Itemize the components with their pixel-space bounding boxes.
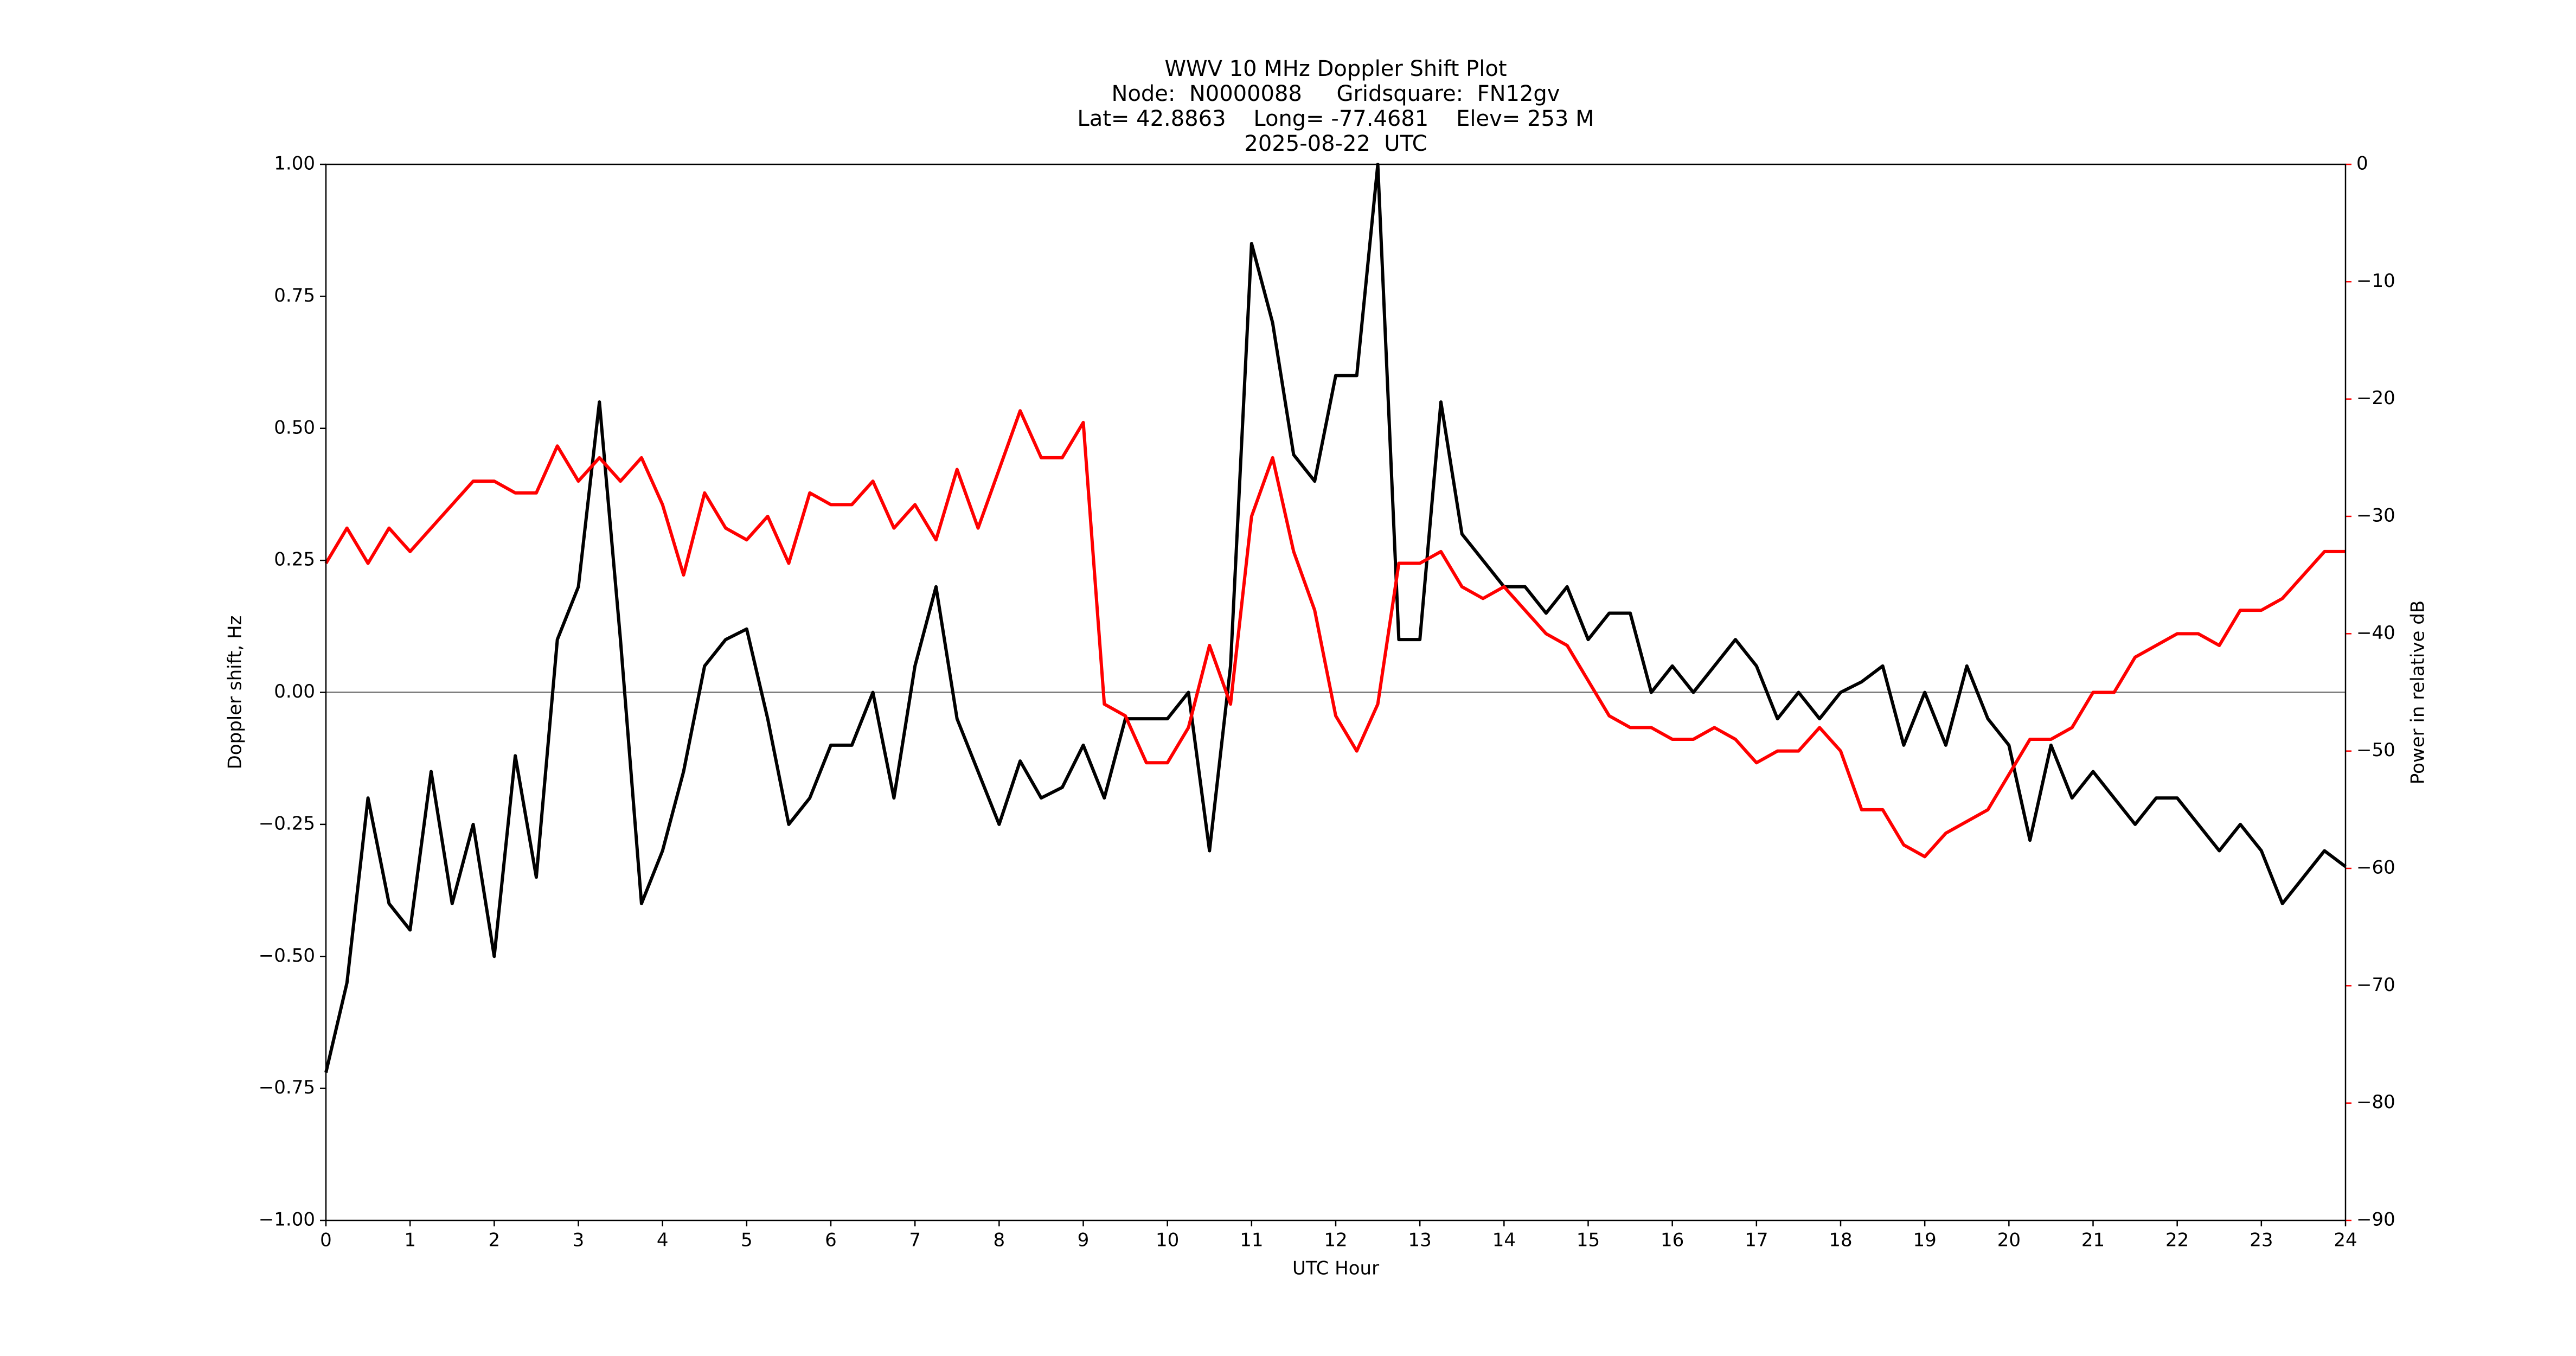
- chart-title: Lat= 42.8863 Long= -77.4681 Elev= 253 M: [1077, 106, 1594, 131]
- y2-axis-label: Power in relative dB: [2407, 600, 2429, 784]
- x-tick-label: 2: [489, 1230, 501, 1251]
- x-tick-label: 4: [657, 1230, 669, 1251]
- y-tick-label: 0.25: [274, 549, 315, 571]
- x-tick-label: 21: [2081, 1230, 2105, 1251]
- y-axis-label: Doppler shift, Hz: [225, 616, 246, 770]
- x-tick-label: 16: [1661, 1230, 1684, 1251]
- x-tick-label: 15: [1577, 1230, 1600, 1251]
- x-tick-label: 20: [1997, 1230, 2021, 1251]
- plot-frame: [325, 163, 2347, 1221]
- y-tick-label: 0.75: [274, 285, 315, 306]
- x-tick-label: 11: [1240, 1230, 1263, 1251]
- x-tick-label: 1: [404, 1230, 416, 1251]
- y-tick-label: −1.00: [259, 1209, 315, 1231]
- x-tick-label: 18: [1829, 1230, 1852, 1251]
- x-tick-label: 14: [1492, 1230, 1516, 1251]
- y2-tick-label: −50: [2356, 739, 2395, 761]
- x-tick-label: 9: [1078, 1230, 1090, 1251]
- y2-tick-label: −80: [2356, 1091, 2395, 1113]
- x-tick-label: 0: [320, 1230, 332, 1251]
- chart-title: Node: N0000088 Gridsquare: FN12gv: [1112, 81, 1560, 106]
- x-tick-label: 7: [909, 1230, 921, 1251]
- x-tick-label: 19: [1913, 1230, 1937, 1251]
- chart-title: WWV 10 MHz Doppler Shift Plot: [1164, 56, 1507, 81]
- x-tick-label: 8: [994, 1230, 1005, 1251]
- x-tick-label: 6: [825, 1230, 837, 1251]
- x-axis-label: UTC Hour: [1292, 1258, 1379, 1280]
- x-tick-label: 5: [741, 1230, 753, 1251]
- x-tick-label: 10: [1156, 1230, 1179, 1251]
- y2-tick-label: 0: [2356, 153, 2368, 175]
- x-tick-label: 24: [2334, 1230, 2357, 1251]
- x-tick-label: 23: [2250, 1230, 2273, 1251]
- x-tick-label: 22: [2165, 1230, 2189, 1251]
- series-line: [324, 163, 2347, 1073]
- x-tick-label: 17: [1745, 1230, 1768, 1251]
- x-tick-label: 12: [1324, 1230, 1347, 1251]
- y2-tick-label: −30: [2356, 505, 2395, 527]
- y-tick-label: −0.75: [259, 1077, 315, 1098]
- y-tick-label: 0.00: [274, 681, 315, 702]
- y-tick-label: 0.50: [274, 417, 315, 438]
- y2-tick-label: −10: [2356, 270, 2395, 292]
- y-tick-label: −0.50: [259, 945, 315, 967]
- y2-tick-label: −90: [2356, 1209, 2395, 1231]
- x-tick-label: 3: [573, 1230, 585, 1251]
- y-tick-label: −0.25: [259, 813, 315, 834]
- y2-tick-label: −70: [2356, 974, 2395, 996]
- chart-title: 2025-08-22 UTC: [1244, 131, 1427, 156]
- series-line: [324, 409, 2346, 859]
- y2-tick-label: −40: [2356, 622, 2395, 644]
- y-tick-label: 1.00: [274, 153, 315, 175]
- y2-tick-label: −60: [2356, 857, 2395, 879]
- x-tick-label: 13: [1408, 1230, 1432, 1251]
- y2-tick-label: −20: [2356, 387, 2395, 409]
